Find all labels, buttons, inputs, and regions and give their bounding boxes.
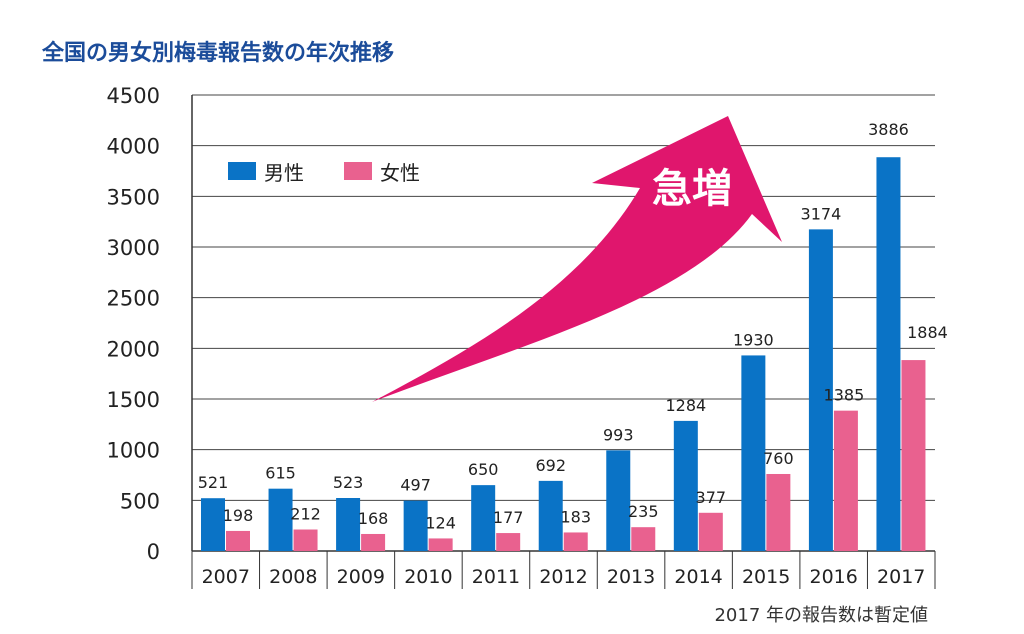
- bar-male: [741, 355, 766, 551]
- x-tick-label: 2013: [607, 566, 655, 588]
- data-label-male: 1930: [733, 330, 774, 349]
- bar-male: [876, 157, 901, 551]
- data-label-female: 1385: [824, 386, 865, 405]
- bar-male: [201, 498, 225, 551]
- x-tick-label: 2011: [472, 566, 520, 588]
- x-tick-label: 2012: [539, 566, 587, 588]
- bar-female: [698, 512, 723, 551]
- data-label-male: 497: [400, 476, 431, 495]
- x-tick-label: 2014: [674, 566, 722, 588]
- x-tick-label: 2007: [202, 566, 250, 588]
- data-label-male: 1284: [665, 396, 706, 415]
- data-label-male: 523: [333, 473, 364, 492]
- y-axis-ticks: 0 500 1000 1500 2000 2500 3000 3500 4000 4500: [107, 84, 160, 564]
- legend-swatch-female: [344, 162, 372, 180]
- y-tick-label: 1000: [107, 439, 160, 463]
- data-label-female: 183: [560, 507, 591, 526]
- data-label-female: 1884: [907, 323, 948, 342]
- bar-male: [606, 450, 631, 551]
- data-label-female: 177: [493, 508, 524, 527]
- y-tick-label: 0: [147, 540, 160, 564]
- bar-male: [673, 420, 698, 551]
- y-tick-label: 500: [120, 489, 160, 513]
- data-label-male: 3886: [868, 120, 909, 139]
- y-tick-label: 3500: [107, 185, 160, 209]
- bar-male: [808, 229, 833, 552]
- data-label-male: 615: [265, 464, 296, 483]
- bar-male: [268, 488, 293, 551]
- legend-label-male: 男性: [264, 161, 304, 185]
- legend: 男性 女性: [228, 161, 420, 185]
- x-tick-label: 2009: [337, 566, 385, 588]
- data-label-male: 3174: [801, 204, 842, 223]
- arrow-label: 急増: [652, 166, 732, 212]
- y-tick-label: 3000: [107, 236, 160, 260]
- bar-female: [766, 473, 791, 551]
- data-label-female: 124: [425, 513, 456, 532]
- data-label-male: 521: [198, 473, 229, 492]
- y-tick-label: 1500: [107, 388, 160, 412]
- y-tick-label: 4500: [107, 84, 160, 108]
- x-axis: 2007 2008 2009 2010 2011 2012 2013 2014 2015 2016…: [191, 551, 936, 589]
- x-tick-label: 2017: [877, 566, 925, 588]
- data-label-male: 650: [468, 460, 499, 479]
- bar-female: [563, 532, 588, 551]
- bar-female: [226, 530, 250, 551]
- bar-male: [471, 485, 496, 551]
- bar-male: [336, 498, 361, 551]
- legend-label-female: 女性: [380, 161, 420, 185]
- data-label-male: 692: [535, 456, 566, 475]
- bar-female: [428, 538, 453, 551]
- y-tick-label: 2500: [107, 287, 160, 311]
- data-label-male: 993: [603, 425, 634, 444]
- footnote: 2017 年の報告数は暫定値: [714, 605, 928, 626]
- y-tick-label: 2000: [107, 337, 160, 361]
- bars: [201, 157, 926, 552]
- increase-arrow: 急増: [372, 116, 782, 402]
- data-label-female: 198: [223, 506, 254, 525]
- bar-female: [293, 529, 318, 551]
- data-label-female: 212: [290, 505, 321, 524]
- bar-male: [538, 480, 563, 551]
- data-label-female: 235: [628, 502, 659, 521]
- x-tick-label: 2016: [810, 566, 858, 588]
- bar-female: [631, 527, 656, 551]
- legend-swatch-male: [228, 162, 256, 180]
- bar-female: [833, 410, 858, 551]
- data-label-female: 760: [763, 449, 794, 468]
- arrow-shape: [372, 116, 782, 402]
- x-tick-label: 2015: [742, 566, 790, 588]
- chart-title: 全国の男女別梅毒報告数の年次推移: [41, 40, 394, 66]
- x-tick-label: 2008: [269, 566, 317, 588]
- bar-female: [361, 533, 386, 551]
- bar-female: [496, 533, 521, 551]
- y-tick-label: 4000: [107, 135, 160, 159]
- data-label-female: 168: [358, 509, 389, 528]
- x-tick-label: 2010: [404, 566, 452, 588]
- data-label-female: 377: [696, 488, 727, 507]
- bar-female: [901, 360, 926, 551]
- bar-male: [403, 500, 428, 551]
- data-labels: 521 198 615 212 523 168 497 124 650 177 692 183 993 2…: [198, 120, 948, 532]
